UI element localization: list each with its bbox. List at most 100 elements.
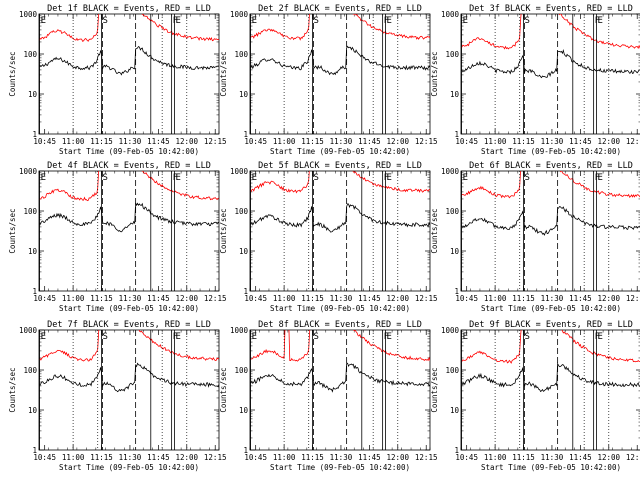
panel-2: Det 2f BLACK = Events, RED = LLD Counts/s… bbox=[219, 4, 437, 156]
series-black-events bbox=[461, 206, 640, 236]
y-tick-label: 1 bbox=[32, 446, 37, 455]
y-tick-label: 1000 bbox=[230, 326, 249, 335]
marker-label: S bbox=[103, 173, 108, 183]
y-tick-label: 1 bbox=[243, 446, 248, 455]
series-red-lld bbox=[461, 171, 640, 199]
plot-frame bbox=[460, 329, 640, 451]
y-tick-label: 1000 bbox=[441, 10, 460, 19]
x-tick-label: 11:00 bbox=[484, 137, 507, 146]
y-tick-label: 1 bbox=[32, 130, 37, 139]
series-red-lld bbox=[250, 14, 430, 41]
plot-frame bbox=[249, 170, 431, 292]
x-tick-label: 12:15 bbox=[626, 137, 640, 146]
y-axis-label: Counts/sec bbox=[8, 208, 17, 253]
x-tick-label: 11:15 bbox=[512, 294, 535, 303]
y-axis-label: Counts/sec bbox=[430, 51, 439, 96]
y-tick-label: 10 bbox=[28, 247, 38, 256]
x-axis-label: Start Time (09-Feb-05 10:42:00) bbox=[270, 304, 410, 313]
y-axis-label: Counts/sec bbox=[8, 51, 17, 96]
marker-label: E bbox=[41, 332, 46, 342]
marker-label: E bbox=[252, 173, 257, 183]
marker-label: S bbox=[314, 16, 319, 26]
y-tick-label: 10 bbox=[450, 247, 460, 256]
x-tick-label: 11:45 bbox=[358, 453, 381, 462]
x-tick-label: 12:15 bbox=[626, 294, 640, 303]
x-tick-label: 11:00 bbox=[62, 294, 85, 303]
x-tick-label: 12:15 bbox=[204, 453, 227, 462]
x-tick-label: 11:45 bbox=[569, 294, 592, 303]
x-tick-label: 11:30 bbox=[541, 453, 564, 462]
x-tick-label: 12:15 bbox=[415, 453, 438, 462]
y-tick-label: 100 bbox=[23, 366, 37, 375]
x-tick-label: 10:45 bbox=[244, 453, 267, 462]
x-axis-label: Start Time (09-Feb-05 10:42:00) bbox=[481, 147, 621, 156]
x-tick-label: 11:30 bbox=[119, 137, 142, 146]
y-tick-label: 1000 bbox=[19, 326, 38, 335]
x-tick-label: 11:45 bbox=[569, 453, 592, 462]
series-black-events bbox=[250, 45, 430, 76]
x-tick-label: 12:00 bbox=[176, 294, 199, 303]
marker-label: F bbox=[384, 173, 389, 183]
x-tick-label: 10:45 bbox=[244, 294, 267, 303]
x-tick-label: 11:30 bbox=[330, 453, 353, 462]
marker-label: F bbox=[595, 16, 600, 26]
panel-6: Det 6f BLACK = Events, RED = LLD Counts/s… bbox=[430, 161, 640, 313]
y-tick-label: 10 bbox=[450, 406, 460, 415]
marker-label: F bbox=[595, 173, 600, 183]
x-tick-label: 12:00 bbox=[387, 137, 410, 146]
x-tick-label: 11:15 bbox=[301, 453, 324, 462]
plot-frame bbox=[460, 13, 640, 135]
x-tick-label: 10:45 bbox=[244, 137, 267, 146]
y-tick-label: 1000 bbox=[441, 326, 460, 335]
panel-8: Det 8f BLACK = Events, RED = LLD Counts/s… bbox=[219, 320, 438, 472]
y-tick-label: 10 bbox=[239, 247, 249, 256]
marker-label: E bbox=[463, 173, 468, 183]
panel-title: Det 5f BLACK = Events, RED = LLD bbox=[258, 161, 422, 171]
y-tick-label: 1 bbox=[454, 130, 459, 139]
plot-frame bbox=[249, 329, 431, 451]
marker-label: S bbox=[103, 332, 108, 342]
y-tick-label: 100 bbox=[234, 50, 248, 59]
x-tick-label: 11:15 bbox=[90, 294, 113, 303]
x-tick-label: 11:00 bbox=[273, 137, 296, 146]
marker-label: S bbox=[314, 332, 319, 342]
series-red-lld bbox=[250, 171, 430, 194]
x-tick-label: 11:15 bbox=[512, 453, 535, 462]
y-tick-label: 100 bbox=[23, 50, 37, 59]
series-black-events bbox=[39, 45, 219, 76]
marker-label: S bbox=[525, 332, 530, 342]
y-tick-label: 1000 bbox=[19, 167, 38, 176]
y-tick-label: 1 bbox=[454, 287, 459, 296]
x-tick-label: 10:45 bbox=[455, 453, 478, 462]
x-tick-label: 11:45 bbox=[358, 137, 381, 146]
y-tick-label: 10 bbox=[450, 90, 460, 99]
marker-label: E bbox=[41, 16, 46, 26]
x-tick-label: 12:15 bbox=[204, 294, 227, 303]
x-tick-label: 11:30 bbox=[119, 294, 142, 303]
y-tick-label: 1 bbox=[454, 446, 459, 455]
marker-label: F bbox=[384, 16, 389, 26]
panel-title: Det 3f BLACK = Events, RED = LLD bbox=[469, 4, 633, 14]
plot-frame bbox=[249, 13, 431, 135]
series-red-lld bbox=[39, 330, 219, 362]
panel-title: Det 9f BLACK = Events, RED = LLD bbox=[469, 320, 633, 330]
y-tick-label: 10 bbox=[28, 406, 38, 415]
marker-label: E bbox=[175, 16, 180, 26]
y-tick-label: 10 bbox=[239, 406, 249, 415]
x-tick-label: 11:45 bbox=[147, 294, 170, 303]
x-tick-label: 11:15 bbox=[301, 294, 324, 303]
x-tick-label: 11:00 bbox=[273, 453, 296, 462]
marker-label: E bbox=[597, 16, 602, 26]
y-tick-label: 100 bbox=[445, 207, 459, 216]
panel-title: Det 8f BLACK = Events, RED = LLD bbox=[258, 320, 422, 330]
marker-label: F bbox=[173, 173, 178, 183]
x-tick-label: 11:15 bbox=[512, 137, 535, 146]
marker-label: F bbox=[173, 332, 178, 342]
marker-label: E bbox=[252, 16, 257, 26]
x-tick-label: 11:30 bbox=[541, 137, 564, 146]
series-red-lld bbox=[461, 330, 640, 364]
marker-label: E bbox=[386, 332, 391, 342]
panel-title: Det 2f BLACK = Events, RED = LLD bbox=[258, 4, 422, 14]
x-axis-label: Start Time (09-Feb-05 10:42:00) bbox=[59, 304, 199, 313]
